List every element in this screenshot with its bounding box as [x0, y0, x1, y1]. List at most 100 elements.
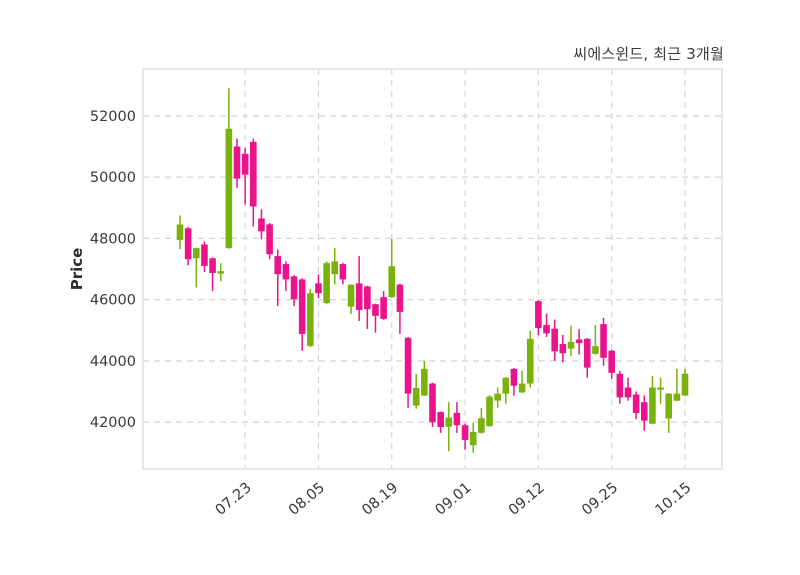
candle-body	[551, 328, 558, 352]
candle-11	[266, 223, 273, 260]
candle-25	[380, 291, 387, 320]
candle-60	[665, 393, 673, 433]
x-tick-label: 08.05	[286, 480, 328, 519]
candle-9	[250, 138, 257, 227]
candle-body	[616, 373, 624, 398]
chart-title: 씨에스윈드, 최근 3개월	[573, 45, 724, 63]
candle-body	[372, 304, 379, 316]
candle-body	[526, 338, 534, 384]
candle-body	[445, 417, 453, 427]
candle-body	[657, 387, 664, 390]
y-axis-title: Price	[68, 247, 86, 291]
candle-21	[347, 284, 355, 315]
y-tick-label: 44000	[90, 354, 136, 370]
y-tick-label: 48000	[90, 231, 136, 247]
candle-51	[592, 325, 599, 355]
candle-5	[217, 263, 225, 282]
candle-52	[600, 318, 607, 366]
candle-36	[469, 422, 477, 453]
candle-59	[657, 377, 664, 404]
candle-58	[649, 375, 656, 425]
y-tick-label: 42000	[90, 415, 136, 431]
candle-body	[282, 264, 290, 280]
candle-50	[583, 337, 591, 378]
candle-4	[209, 257, 216, 292]
candle-48	[567, 325, 575, 356]
candle-55	[624, 377, 632, 401]
candle-40	[502, 377, 510, 404]
candle-body	[241, 153, 249, 175]
candle-body	[380, 297, 387, 319]
candle-body	[176, 224, 184, 240]
candle-body	[510, 368, 518, 386]
candle-body	[290, 276, 298, 300]
candle-body	[649, 387, 656, 424]
candle-body	[388, 266, 396, 298]
candle-body	[307, 293, 314, 346]
candle-body	[583, 338, 591, 368]
candle-body	[355, 283, 363, 311]
candle-body	[184, 228, 192, 260]
candle-body	[469, 431, 477, 446]
candle-body	[640, 402, 648, 421]
candle-body	[453, 412, 461, 426]
candle-body	[364, 286, 371, 310]
candle-29	[412, 373, 420, 409]
candle-26	[388, 238, 396, 298]
x-tick-label: 07.23	[213, 480, 255, 519]
candle-0	[176, 215, 184, 250]
candle-31	[429, 382, 436, 428]
candle-body	[624, 387, 632, 398]
candle-body	[412, 387, 420, 406]
candle-body	[437, 412, 444, 428]
candle-32	[437, 411, 444, 433]
candle-body	[486, 396, 493, 427]
candle-1	[184, 226, 192, 266]
candle-body	[217, 271, 225, 274]
candle-body	[665, 393, 673, 419]
candle-45	[543, 313, 550, 337]
candle-19	[331, 248, 339, 285]
candle-13	[282, 261, 290, 292]
candle-53	[608, 349, 615, 379]
candle-62	[681, 368, 689, 397]
candle-body	[567, 341, 575, 349]
candle-57	[640, 395, 648, 431]
x-tick-label: 09.01	[433, 480, 475, 519]
candle-body	[201, 244, 208, 266]
candle-27	[396, 283, 404, 334]
candle-39	[494, 387, 501, 408]
candle-49	[575, 329, 583, 355]
candle-body	[478, 418, 485, 433]
candle-30	[421, 360, 428, 397]
candle-24	[372, 303, 379, 333]
candle-body	[535, 301, 542, 329]
candle-18	[323, 261, 330, 305]
candle-34	[453, 402, 461, 433]
candle-38	[486, 395, 493, 427]
candle-46	[551, 319, 558, 361]
candle-body	[673, 393, 681, 401]
candle-23	[364, 285, 371, 330]
candle-44	[535, 300, 542, 336]
candle-body	[592, 346, 599, 354]
candle-10	[258, 209, 265, 240]
candle-54	[616, 370, 624, 404]
candle-body	[192, 248, 200, 259]
candle-body	[331, 261, 339, 275]
candle-body	[518, 383, 526, 393]
y-tick-label: 52000	[90, 109, 136, 125]
candle-body	[461, 425, 469, 440]
candle-33	[445, 402, 453, 452]
candle-body	[347, 284, 355, 307]
x-tick-label: 09.25	[579, 480, 621, 519]
candle-43	[526, 330, 534, 388]
candle-8	[241, 148, 249, 205]
candle-3	[201, 241, 208, 273]
candle-body	[396, 284, 404, 312]
y-tick-label: 50000	[90, 170, 136, 186]
candle-body	[315, 283, 322, 294]
candle-20	[339, 262, 347, 285]
candle-47	[559, 334, 567, 363]
